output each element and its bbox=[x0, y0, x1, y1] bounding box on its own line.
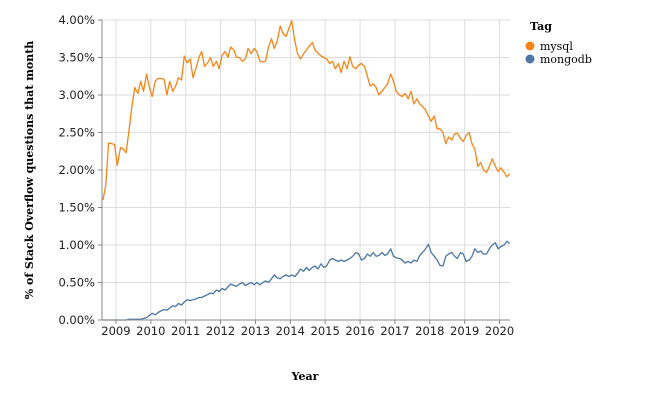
x-tick-label: 2012 bbox=[206, 324, 235, 338]
legend-swatch-mysql bbox=[525, 41, 535, 51]
x-axis-title: Year bbox=[291, 370, 319, 383]
x-tick-label: 2013 bbox=[241, 324, 270, 338]
legend-title: Tag bbox=[530, 20, 552, 33]
y-tick-label: 3.50% bbox=[58, 51, 95, 65]
legend-swatch-mongodb bbox=[525, 54, 535, 64]
x-tick-label: 2011 bbox=[171, 324, 200, 338]
y-tick-label: 0.00% bbox=[58, 313, 95, 327]
x-tick-label: 2015 bbox=[311, 324, 340, 338]
y-tick-label: 0.50% bbox=[58, 276, 95, 290]
y-tick-label: 4.00% bbox=[58, 13, 95, 27]
x-tick-label: 2018 bbox=[415, 324, 444, 338]
y-axis-title: % of Stack Overflow questions that month bbox=[23, 41, 36, 300]
axes: 2009 2010 2011 2012 2013 2014 2015 2016 2017 2018… bbox=[58, 13, 514, 338]
grid bbox=[102, 19, 510, 321]
x-tick-label: 2017 bbox=[380, 324, 409, 338]
y-tick-label: 2.00% bbox=[58, 163, 95, 177]
series-line-mysql bbox=[102, 20, 511, 201]
y-tick-label: 2.50% bbox=[58, 126, 95, 140]
x-tick-label: 2009 bbox=[101, 324, 130, 338]
y-tick-label: 1.00% bbox=[58, 238, 95, 252]
series-line-mongodb bbox=[103, 240, 511, 321]
x-tick-label: 2016 bbox=[345, 324, 374, 338]
y-tick-label: 3.00% bbox=[58, 88, 95, 102]
x-tick-label: 2014 bbox=[276, 324, 305, 338]
legend-label-mysql: mysql bbox=[540, 40, 573, 53]
x-tick-label: 2020 bbox=[485, 324, 514, 338]
legend-label-mongodb: mongodb bbox=[540, 53, 592, 66]
x-tick-label: 2019 bbox=[450, 324, 479, 338]
y-tick-label: 1.50% bbox=[58, 201, 95, 215]
series-lines bbox=[102, 20, 511, 321]
x-tick-label: 2010 bbox=[136, 324, 165, 338]
